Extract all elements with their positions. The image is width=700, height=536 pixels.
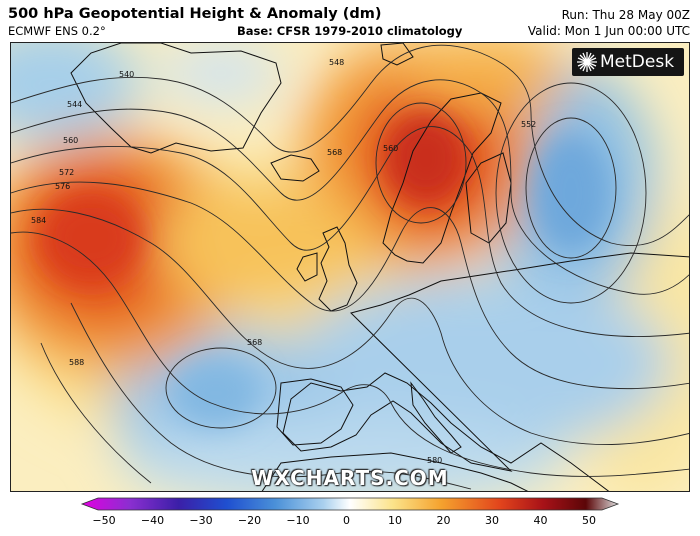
contour-label: 588 — [69, 358, 84, 367]
contour-label: 584 — [31, 216, 46, 225]
contour-label-group: 540 544 548 552 560 568 572 576 584 588 … — [31, 58, 536, 465]
metdesk-burst-icon — [577, 52, 597, 72]
contour-label: 540 — [119, 70, 134, 79]
contour-label: 544 — [67, 100, 82, 109]
anomaly-map: 540 544 548 552 560 568 572 576 584 588 … — [10, 42, 690, 492]
colorbar-tick-label: 10 — [388, 514, 402, 527]
metdesk-logo: MetDesk — [572, 48, 684, 76]
contour-label: 548 — [329, 58, 344, 67]
colorbar-tick-label: −50 — [92, 514, 116, 527]
colorbar-tick-label: −30 — [189, 514, 213, 527]
colorbar-tick-label: 50 — [582, 514, 596, 527]
colorbar-tick-label: 20 — [436, 514, 451, 527]
contour-label: 560 — [383, 144, 398, 153]
colorbar-tick-label: 0 — [343, 514, 350, 527]
contour-label: 576 — [55, 182, 70, 191]
run-time-label: Run: Thu 28 May 00Z — [561, 8, 690, 22]
colorbar-scale — [80, 497, 620, 511]
contour-label: 560 — [63, 136, 78, 145]
header: 500 hPa Geopotential Height & Anomaly (d… — [0, 0, 700, 44]
colorbar-tick-label: −10 — [286, 514, 310, 527]
wxcharts-watermark: WXCHARTS.COM — [251, 466, 449, 490]
anomaly-field — [11, 43, 689, 491]
valid-time-label: Valid: Mon 1 Jun 00:00 UTC — [527, 24, 690, 38]
base-climatology-label: Base: CFSR 1979-2010 climatology — [237, 24, 463, 38]
map-title: 500 hPa Geopotential Height & Anomaly (d… — [8, 6, 382, 22]
contour-label: 572 — [59, 168, 74, 177]
contour-label: 552 — [521, 120, 536, 129]
contour-label: 580 — [427, 456, 442, 465]
height-contours — [11, 44, 689, 490]
colorbar-tick-label: −20 — [237, 514, 262, 527]
coastlines — [70, 43, 689, 491]
metdesk-logo-text: MetDesk — [600, 52, 675, 72]
colorbar-tick-label: −40 — [140, 514, 165, 527]
colorbar-tick-label: 40 — [533, 514, 548, 527]
colorbar-gradient — [80, 497, 620, 511]
colorbar: −50 −40 −30 −20 −10 0 10 20 30 40 50 — [0, 496, 700, 536]
colorbar-tick-label: 30 — [485, 514, 499, 527]
contour-label: 568 — [327, 148, 342, 157]
map-canvas: 540 544 548 552 560 568 572 576 584 588 … — [11, 43, 689, 491]
model-label: ECMWF ENS 0.2° — [8, 24, 106, 38]
contour-label: 568 — [247, 338, 262, 347]
